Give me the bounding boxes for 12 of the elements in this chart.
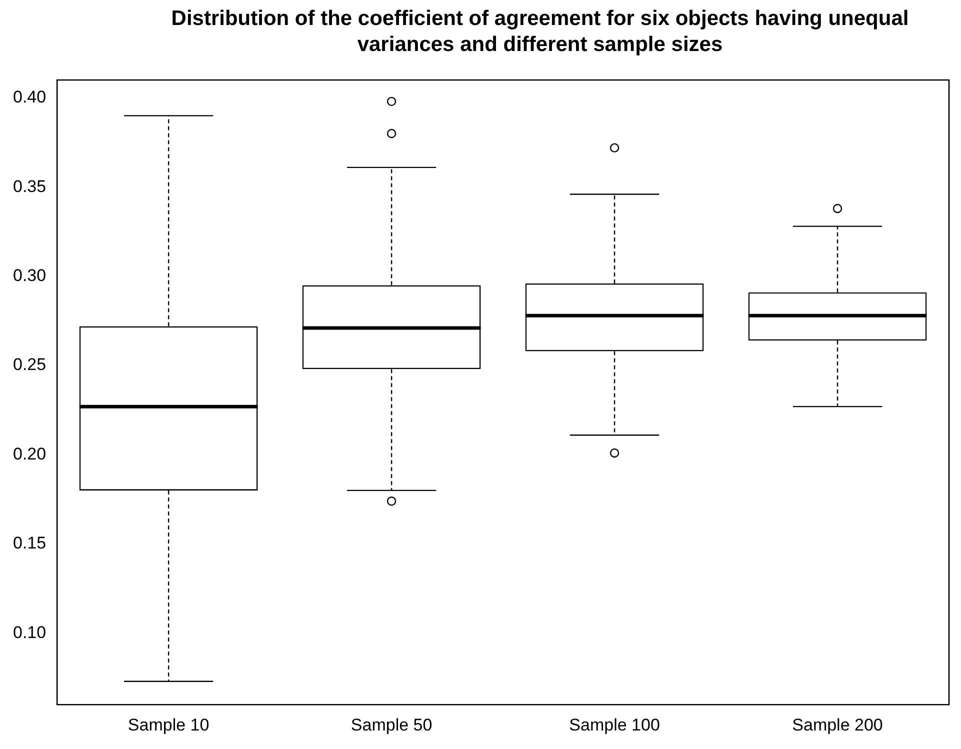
y-tick-label: 0.40 bbox=[12, 88, 46, 107]
y-tick-label: 0.35 bbox=[12, 176, 46, 196]
x-tick-label: Sample 50 bbox=[350, 715, 432, 734]
y-tick-label: 0.30 bbox=[12, 266, 46, 285]
x-tick-label: Sample 10 bbox=[128, 715, 210, 734]
y-tick-label: 0.25 bbox=[12, 355, 46, 374]
chart-title: Distribution of the coefficient of agreement for six objects having unequal variances and different sample sizes bbox=[170, 6, 910, 58]
y-tick-label: 0.15 bbox=[12, 534, 46, 553]
x-tick-label: Sample 100 bbox=[569, 715, 660, 734]
y-tick-label: 0.10 bbox=[12, 622, 46, 642]
x-tick-label: Sample 200 bbox=[792, 715, 883, 734]
y-tick-label: 0.20 bbox=[12, 444, 46, 464]
